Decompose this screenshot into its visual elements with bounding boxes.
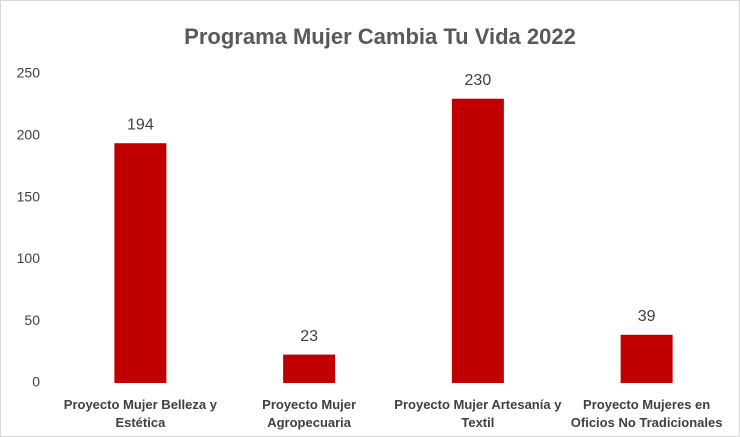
data-label: 39 [638, 308, 656, 325]
x-tick-label: Proyecto Mujer Artesanía y Textil [394, 397, 562, 430]
y-tick-label: 200 [17, 127, 41, 143]
bar [451, 98, 504, 383]
data-label: 230 [465, 72, 492, 89]
x-tick-label: Proyecto Mujer Belleza y Estética [63, 397, 217, 430]
x-tick-label: Proyecto Mujer Agropecuaria [262, 397, 357, 430]
y-tick-label: 0 [32, 374, 40, 390]
bar [114, 143, 167, 383]
bar [620, 334, 673, 383]
chart-title: Programa Mujer Cambia Tu Vida 2022 [184, 24, 576, 49]
data-label: 23 [300, 328, 318, 345]
x-tick-label: Proyecto Mujeres en Oficios No Tradicion… [570, 397, 723, 430]
y-tick-label: 250 [17, 65, 41, 81]
y-tick-label: 100 [17, 250, 41, 266]
bar [283, 354, 336, 383]
data-label: 194 [127, 116, 154, 133]
y-tick-label: 150 [17, 188, 41, 204]
y-tick-label: 50 [24, 312, 40, 328]
